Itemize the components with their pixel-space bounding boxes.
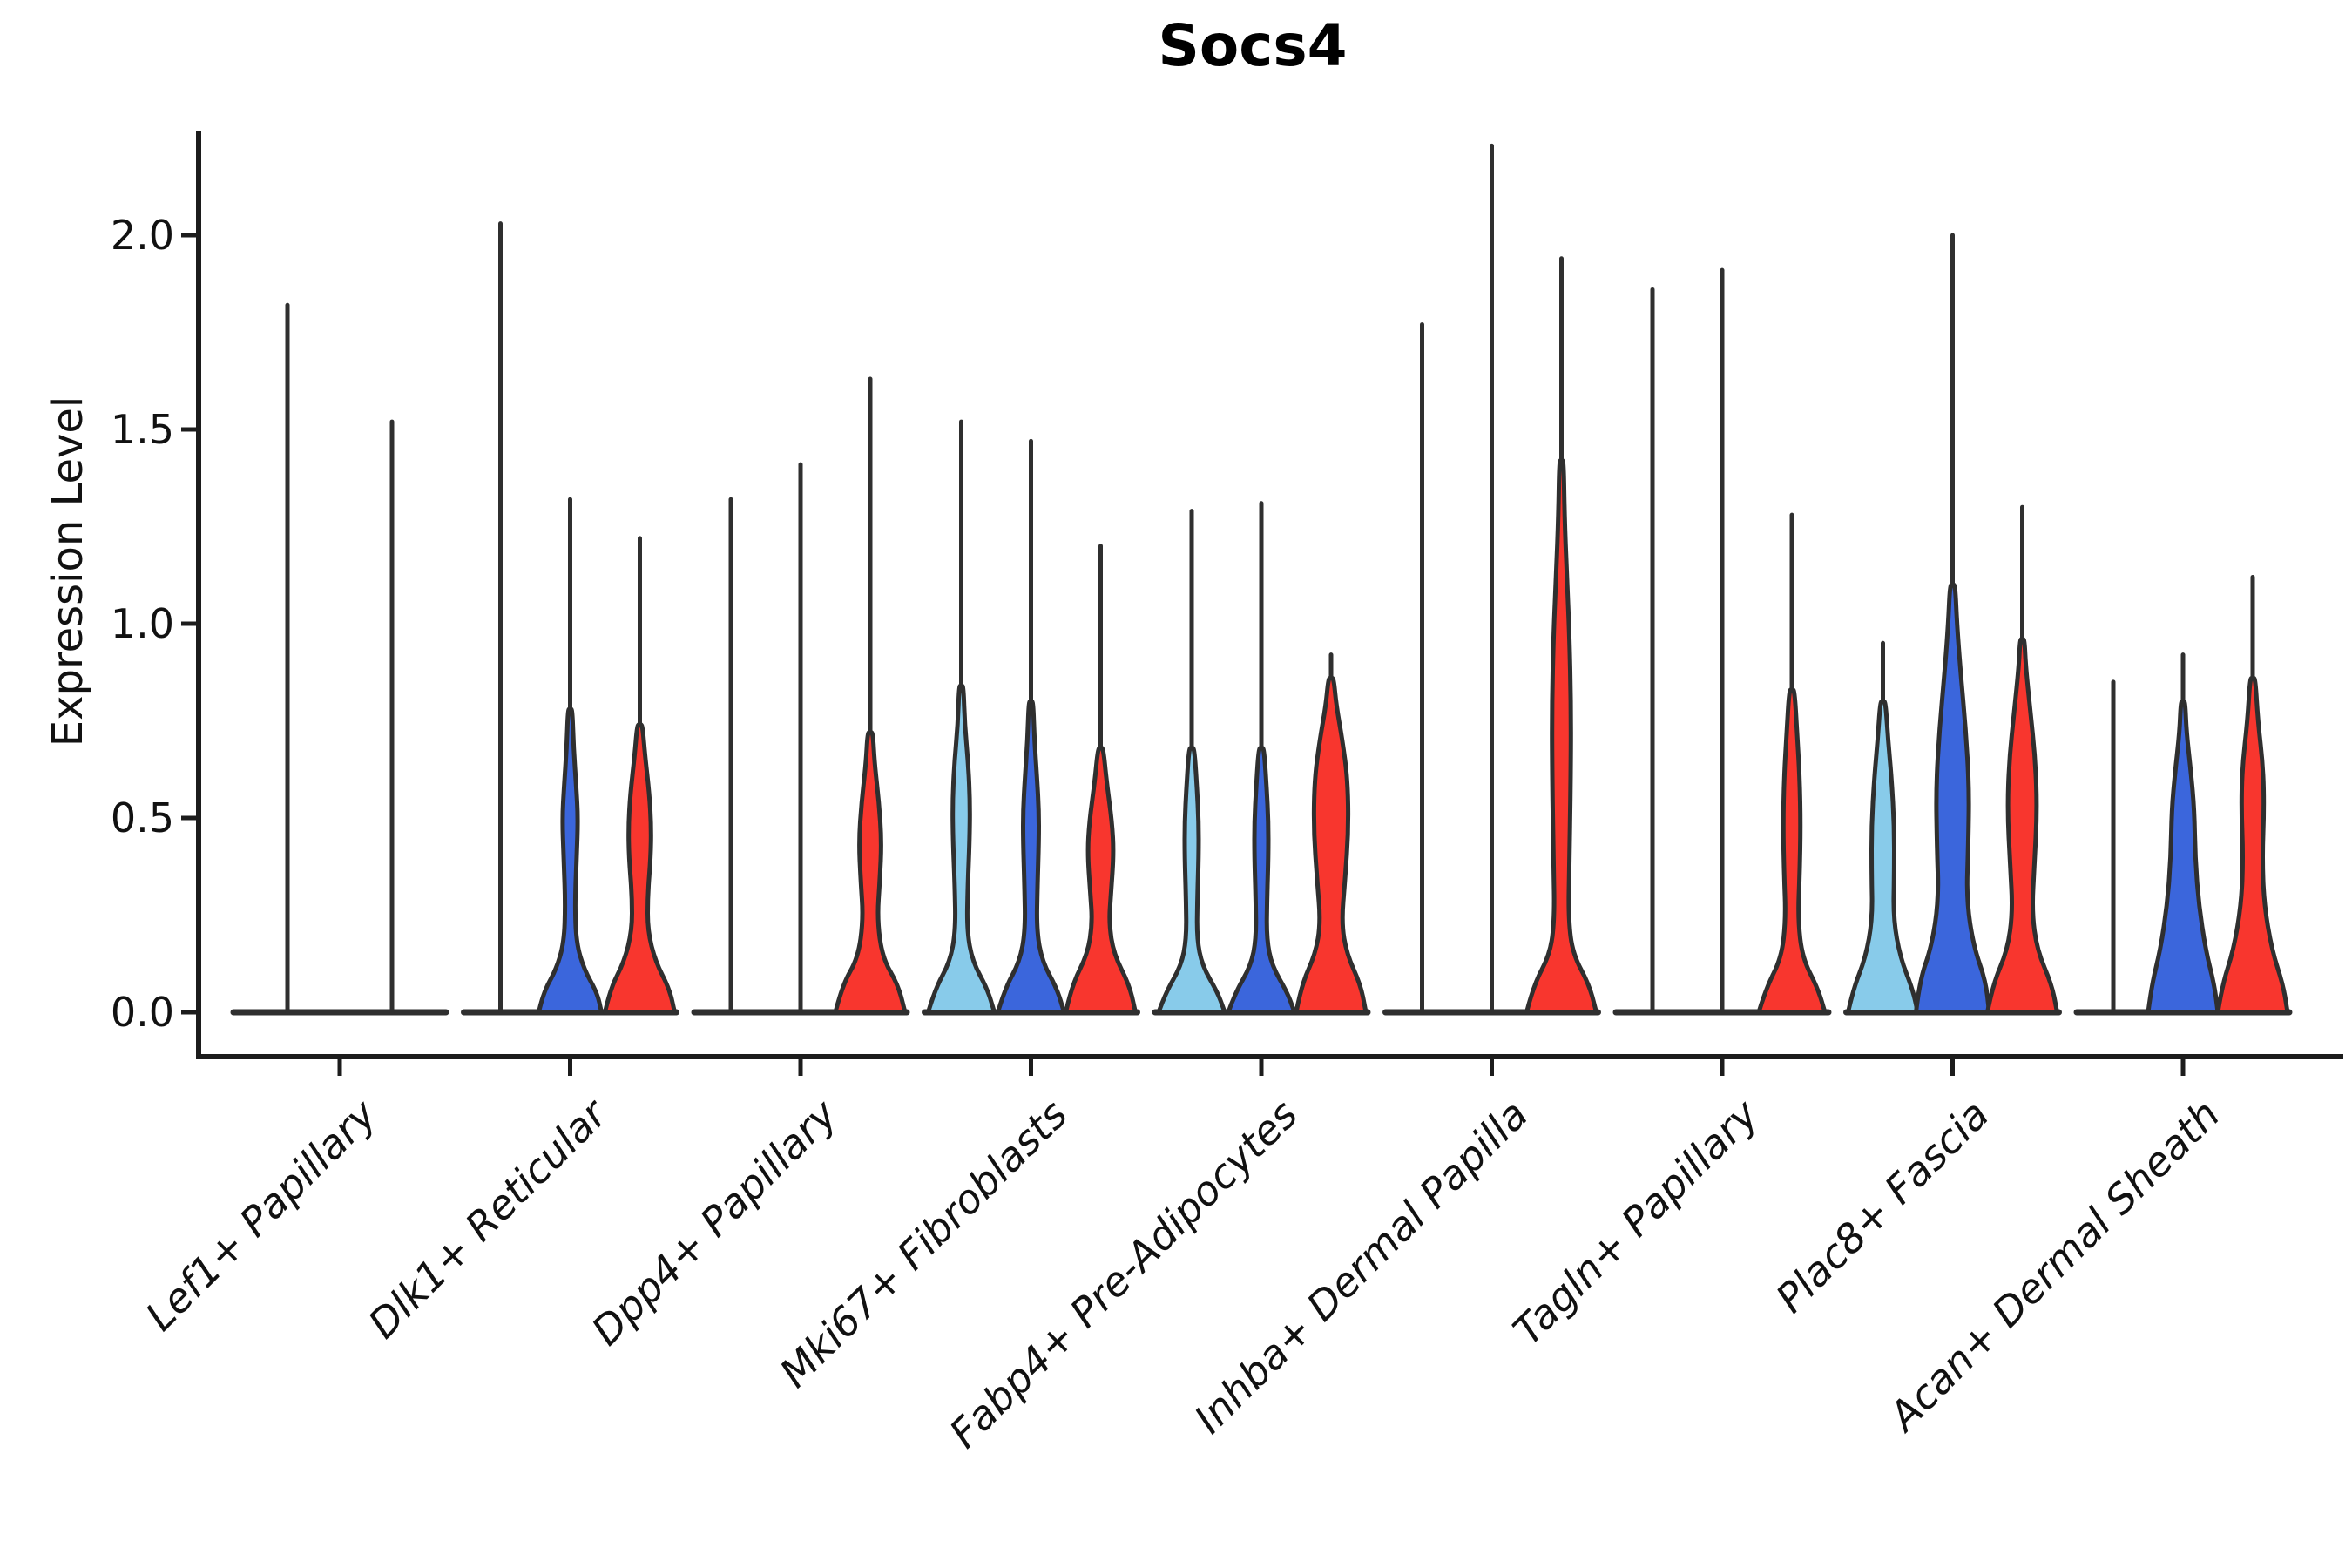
violin-body [1846,699,1920,1015]
violin-body [603,722,677,1015]
violin-body [2215,675,2290,1015]
violin-body [1524,458,1598,1015]
violin-body [1294,675,1369,1015]
violin-body [996,699,1066,1015]
y-tick-label: 0.5 [110,794,174,841]
violin-body [1756,687,1828,1015]
violin-body [833,730,908,1015]
y-tick-label: 0.0 [110,989,174,1036]
y-tick-label: 2.0 [110,212,174,259]
violin-body [1226,746,1297,1015]
violin-body [537,706,604,1015]
violin-body [926,683,997,1015]
chart-title: Socs4 [1158,12,1348,79]
y-tick-label: 1.5 [110,406,174,453]
violin-body [1064,746,1138,1015]
violin-body [1985,637,2059,1015]
violin-body [1156,746,1227,1015]
y-tick-label: 1.0 [110,600,174,647]
violin-body [1914,582,1991,1015]
violin-body [2146,699,2220,1015]
